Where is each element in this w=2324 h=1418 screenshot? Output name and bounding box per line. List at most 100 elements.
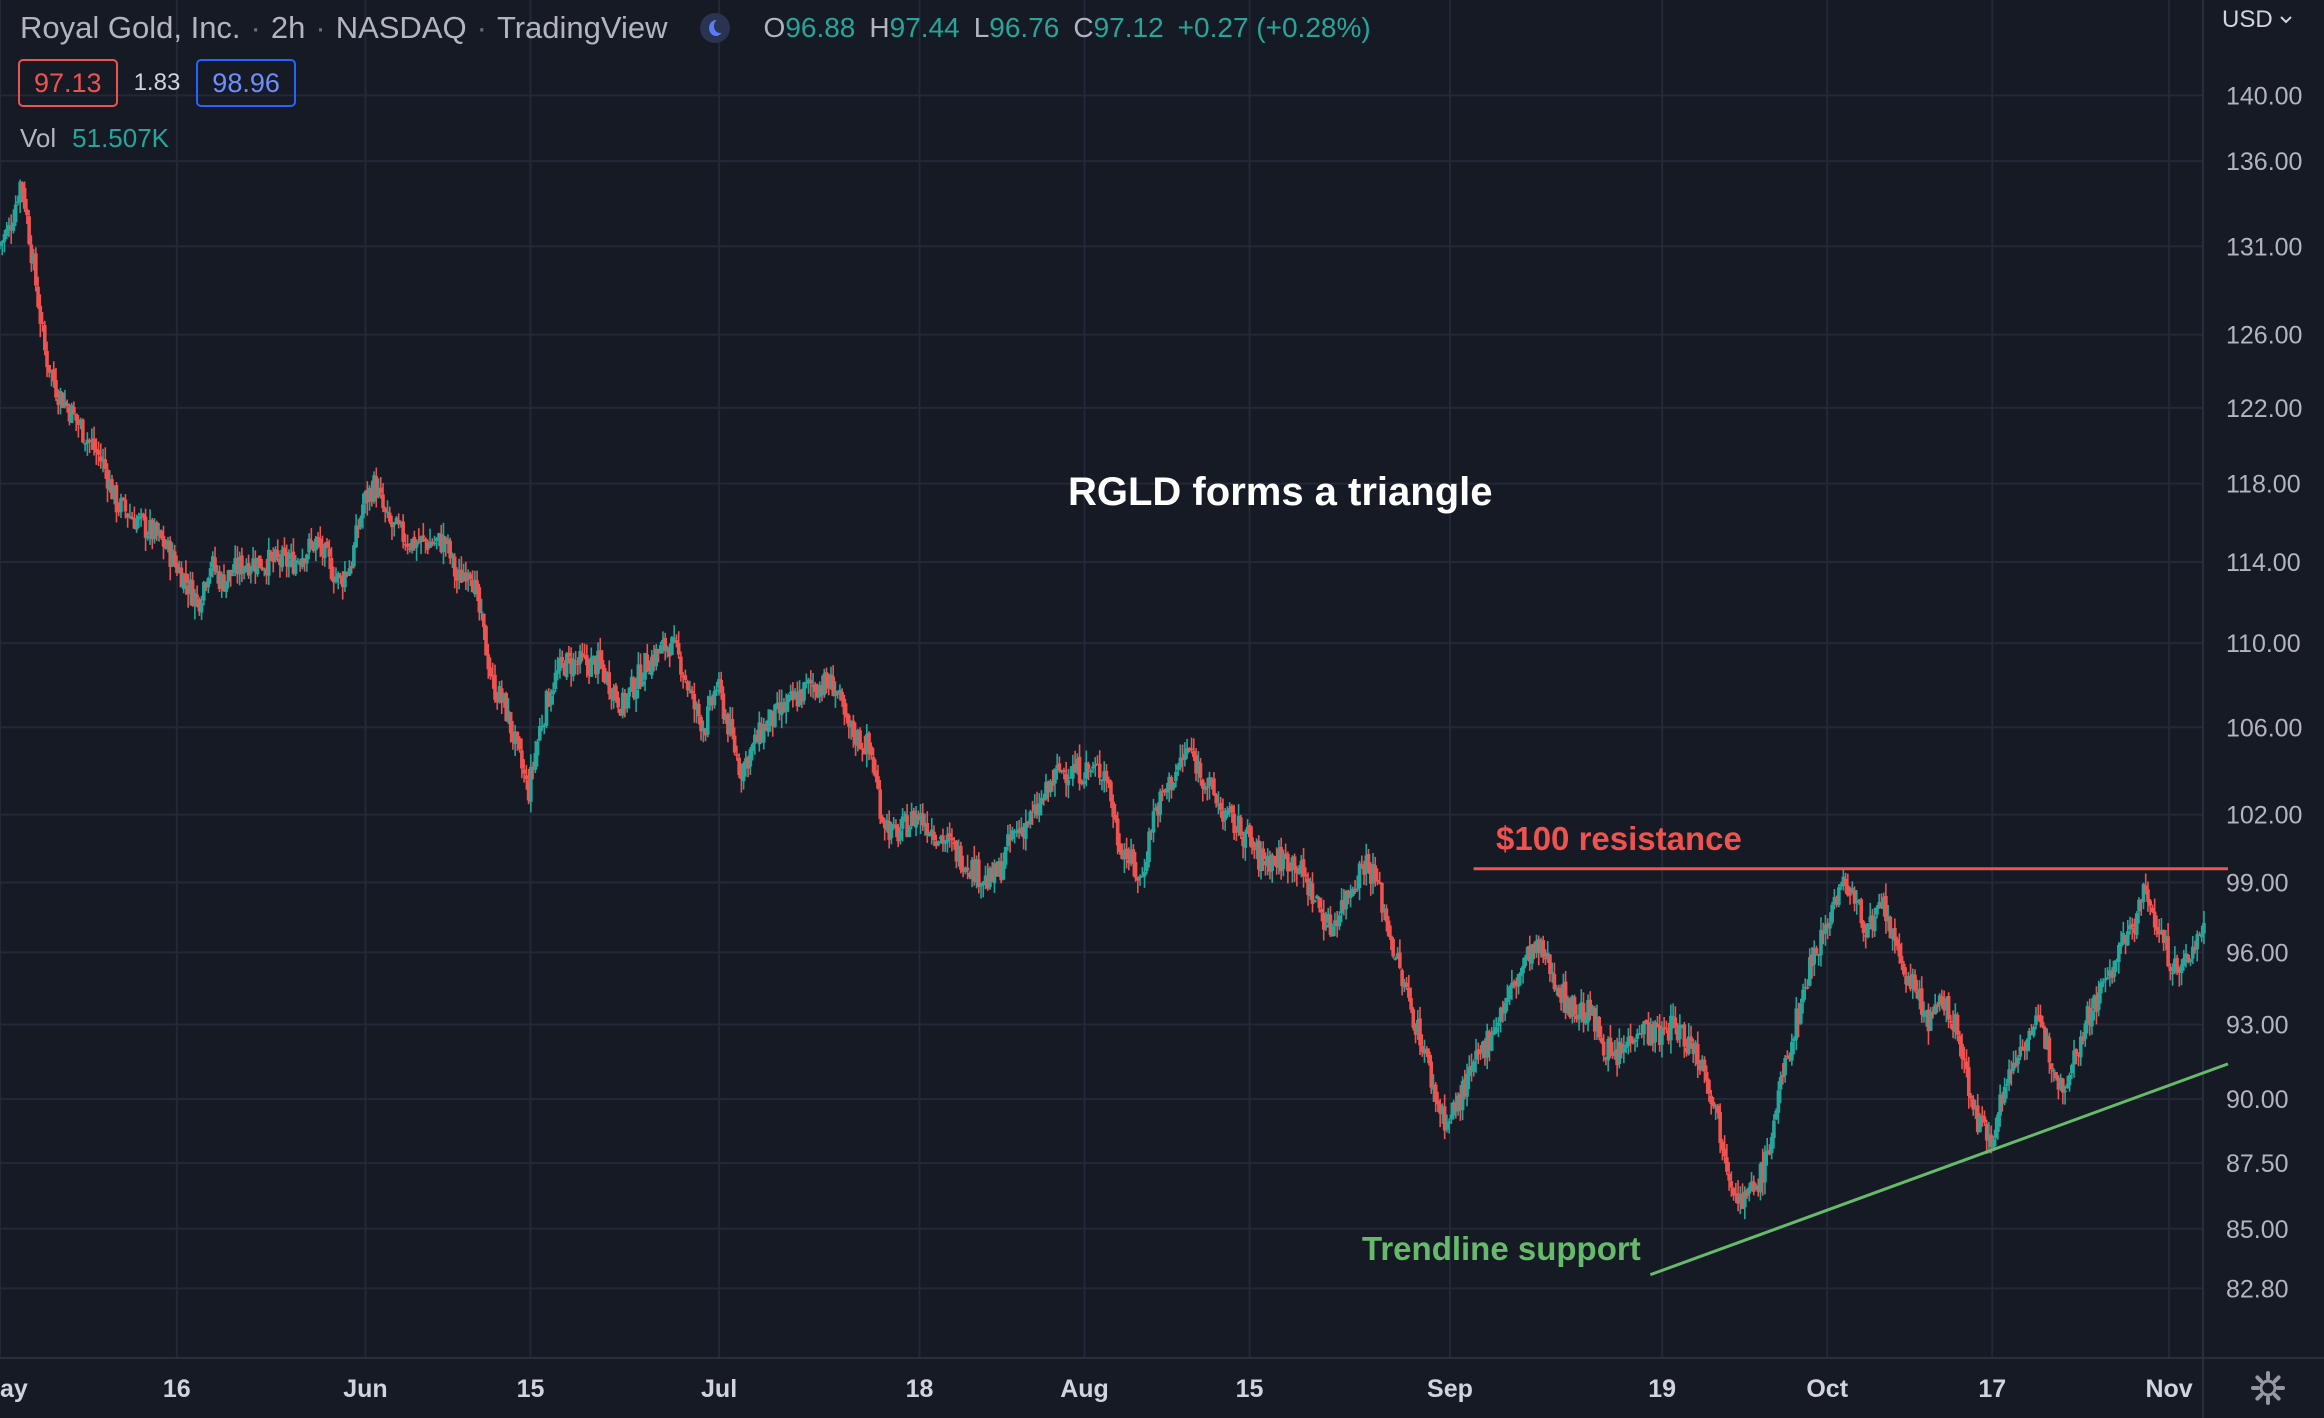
candle-body [224,580,229,592]
candle-body [1216,804,1221,806]
candle-body [1966,1067,1971,1096]
candle-body [18,181,22,203]
candle-body [278,558,282,566]
candle-body [477,587,482,613]
candle-body [726,714,730,735]
interval-label[interactable]: 2h [270,10,306,45]
candle-body [2195,934,2200,950]
candle-body [1122,849,1127,860]
candle-body [408,548,412,550]
candle-body [2148,900,2152,906]
candle-body [817,684,822,697]
candle-body [1171,782,1176,789]
candle-body [1346,890,1351,897]
candle-body [1059,770,1064,772]
candle-body [455,575,459,581]
candle-body [1239,817,1243,836]
candle-body [2078,1036,2083,1058]
candle-body [1716,1105,1720,1113]
candle-body [793,691,797,700]
candle-body [2043,1027,2047,1049]
candle-body [1725,1157,1729,1172]
candle-body [992,862,997,884]
candle-body [647,672,652,675]
ask-box[interactable]: 98.96 [196,59,296,107]
candle-body [654,648,659,667]
candle-body [2139,899,2144,903]
candle-body [233,557,237,574]
candle-body [932,831,936,841]
candle-body [1785,1055,1790,1058]
symbol-name[interactable]: Royal Gold, Inc. [20,10,241,45]
candle-body [170,549,175,567]
x-tick-label: 17 [1978,1375,2006,1403]
candle-body [1149,831,1154,833]
moon-icon[interactable] [699,13,730,43]
candle-body [311,542,316,552]
candle-body [1810,954,1814,966]
annotation-support[interactable]: Trendline support [1362,1230,1641,1267]
candle-body [2202,922,2206,934]
candle-body [378,487,383,493]
candle-body [849,721,853,728]
candle-body [11,222,16,231]
candle-body [1449,1114,1454,1120]
candle-body [1400,970,1404,987]
candle-body [1384,908,1389,922]
candle-body [941,835,945,844]
annotation-resistance[interactable]: $100 resistance [1496,820,1742,857]
candle-body [1592,1008,1597,1032]
volume-label[interactable]: Vol [20,123,57,153]
candle-body [757,722,762,745]
candle-body [1718,1111,1722,1143]
candle-body [98,456,103,462]
candle-body [1958,1035,1962,1045]
candle-body [1673,1017,1678,1028]
candle-body [231,574,235,576]
candle-body [367,487,372,501]
candle-body [1185,748,1189,754]
candle-body [1583,1020,1588,1024]
candle-body [2177,969,2182,974]
candle-body [576,663,580,666]
candle-body [1870,915,1875,930]
candle-body [1566,999,1570,1014]
candle-body [45,350,49,368]
candle-body [1651,1024,1655,1044]
bid-box[interactable]: 97.13 [18,59,118,107]
candle-body [1494,1027,1498,1033]
open-label: O [763,12,786,43]
candle-body [1626,1036,1631,1046]
candle-body [1064,774,1068,784]
candle-body [2181,958,2186,966]
annotation-title[interactable]: RGLD forms a triangle [1068,470,1493,514]
candle-body [432,542,437,545]
candle-body [1848,894,1852,896]
candle-body [2119,942,2123,947]
candle-body [1120,850,1124,859]
support-trendline[interactable] [1649,1062,2229,1277]
candle-body [876,776,880,789]
candle-body [1252,848,1257,851]
candle-body [1852,890,1857,904]
candle-body [1153,808,1158,811]
candle-body [275,550,280,558]
candle-body [685,681,690,691]
candle-body [1756,1185,1761,1192]
candle-body [1691,1042,1696,1054]
settings-gear-icon[interactable] [2250,1370,2286,1406]
currency-selector[interactable]: USD [2222,6,2293,34]
candle-body [1984,1123,1989,1141]
candle-body [1675,1028,1680,1041]
candle-body [1295,867,1299,874]
candle-body [1389,935,1393,941]
candle-body [159,530,164,538]
chart-header: Royal Gold, Inc. · 2h · NASDAQ · Trading… [20,8,1385,48]
candle-body [1987,1134,1991,1141]
candle-body [2070,1065,2074,1073]
candle-body [401,521,405,542]
candle-body [701,728,706,732]
candle-body [753,734,757,744]
candle-body [788,692,793,694]
